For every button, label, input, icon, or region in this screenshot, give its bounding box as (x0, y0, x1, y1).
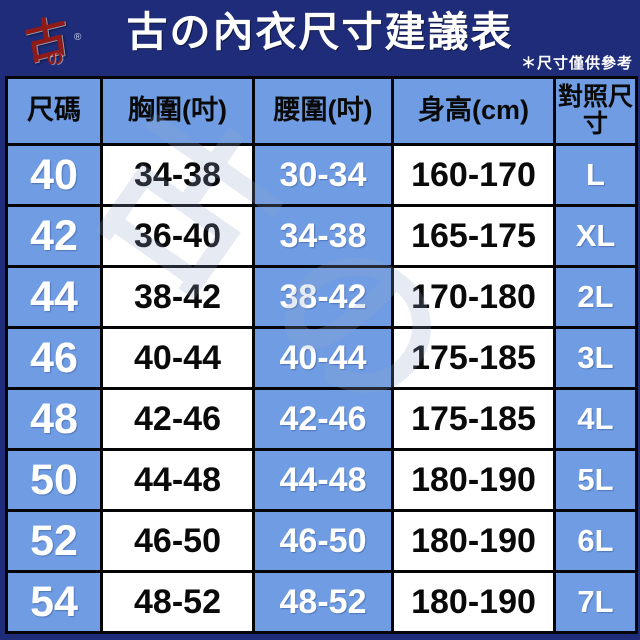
waist-cell: 34-38 (252, 204, 394, 268)
table-row: 44 38-42 38-42 170-180 2L (5, 265, 638, 329)
size-cell: 54 (5, 570, 103, 634)
disclaimer-note: ＊尺寸僅供參考 (520, 55, 633, 72)
chest-cell: 34-38 (100, 143, 255, 207)
reference-size-cell: XL (553, 204, 638, 268)
table-row: 54 48-52 48-52 180-190 7L (5, 570, 638, 634)
height-cell: 160-170 (391, 143, 556, 207)
column-header-size: 尺碼 (5, 76, 103, 146)
reference-size-cell: 6L (553, 509, 638, 573)
table-row: 50 44-48 44-48 180-190 5L (5, 448, 638, 512)
size-cell: 50 (5, 448, 103, 512)
reference-size-cell: 3L (553, 326, 638, 390)
column-header-waist: 腰圍(吋) (252, 76, 394, 146)
table-row: 52 46-50 46-50 180-190 6L (5, 509, 638, 573)
chest-cell: 36-40 (100, 204, 255, 268)
size-table: 尺碼 胸圍(吋) 腰圍(吋) 身高(cm) 對照尺寸 40 34-38 30-3… (5, 76, 638, 634)
table-row: 42 36-40 34-38 165-175 XL (5, 204, 638, 268)
height-cell: 180-190 (391, 509, 556, 573)
waist-cell: 46-50 (252, 509, 394, 573)
brand-logo: 古 の ® (18, 2, 98, 72)
reference-size-cell: L (553, 143, 638, 207)
column-header-height: 身高(cm) (391, 76, 556, 146)
size-table-container: 尺碼 胸圍(吋) 腰圍(吋) 身高(cm) 對照尺寸 40 34-38 30-3… (5, 76, 638, 634)
waist-cell: 42-46 (252, 387, 394, 451)
size-cell: 40 (5, 143, 103, 207)
chest-cell: 44-48 (100, 448, 255, 512)
size-cell: 46 (5, 326, 103, 390)
height-cell: 180-190 (391, 570, 556, 634)
chest-cell: 40-44 (100, 326, 255, 390)
size-cell: 44 (5, 265, 103, 329)
height-cell: 165-175 (391, 204, 556, 268)
height-cell: 180-190 (391, 448, 556, 512)
table-row: 48 42-46 42-46 175-185 4L (5, 387, 638, 451)
waist-cell: 44-48 (252, 448, 394, 512)
header-row: 尺碼 胸圍(吋) 腰圍(吋) 身高(cm) 對照尺寸 (5, 76, 638, 146)
height-cell: 170-180 (391, 265, 556, 329)
waist-cell: 38-42 (252, 265, 394, 329)
size-cell: 52 (5, 509, 103, 573)
size-cell: 48 (5, 387, 103, 451)
banner: 古 の ® 古の內衣尺寸建議表 ＊尺寸僅供參考 (0, 0, 640, 76)
waist-cell: 40-44 (252, 326, 394, 390)
registered-trademark-icon: ® (74, 32, 82, 43)
chest-cell: 46-50 (100, 509, 255, 573)
height-cell: 175-185 (391, 387, 556, 451)
table-row: 40 34-38 30-34 160-170 L (5, 143, 638, 207)
reference-size-cell: 7L (553, 570, 638, 634)
chest-cell: 38-42 (100, 265, 255, 329)
height-cell: 175-185 (391, 326, 556, 390)
waist-cell: 30-34 (252, 143, 394, 207)
chest-cell: 48-52 (100, 570, 255, 634)
column-header-reference-size: 對照尺寸 (553, 76, 638, 146)
reference-size-cell: 4L (553, 387, 638, 451)
size-cell: 42 (5, 204, 103, 268)
reference-size-cell: 2L (553, 265, 638, 329)
reference-size-cell: 5L (553, 448, 638, 512)
column-header-chest: 胸圍(吋) (100, 76, 255, 146)
waist-cell: 48-52 (252, 570, 394, 634)
chest-cell: 42-46 (100, 387, 255, 451)
table-row: 46 40-44 40-44 175-185 3L (5, 326, 638, 390)
page-title: 古の內衣尺寸建議表 (126, 9, 514, 55)
